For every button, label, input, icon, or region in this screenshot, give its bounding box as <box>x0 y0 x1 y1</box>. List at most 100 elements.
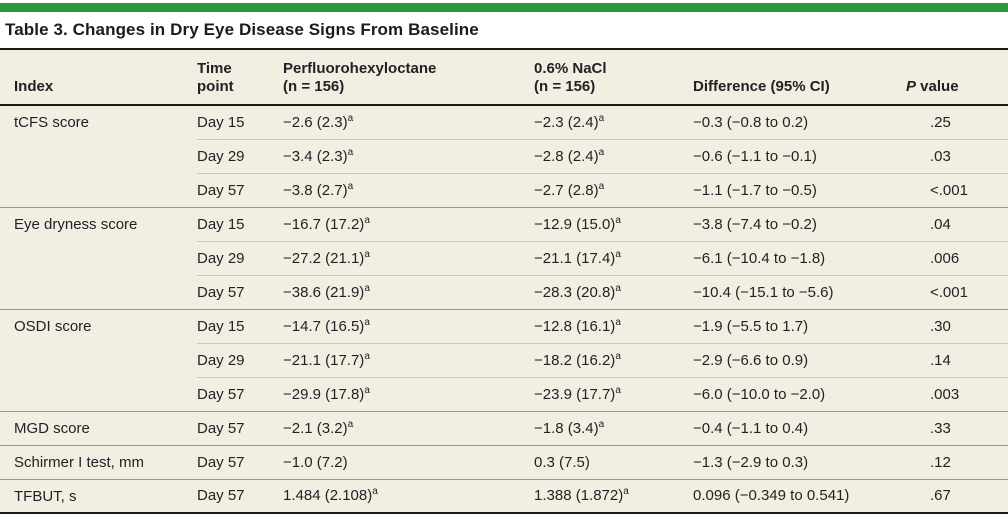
table-row: Schirmer I test, mm Day 57 −1.0 (7.2) 0.… <box>0 444 1008 479</box>
cell-difference: −1.9 (−5.5 to 1.7) <box>693 308 905 343</box>
table-row: Eye dryness score Day 15 −16.7 (17.2)a −… <box>0 206 1008 309</box>
cell-p-value: .04 <box>905 206 1008 241</box>
cell-p-value: .25 <box>905 104 1008 139</box>
cell-difference: −10.4 (−15.1 to −5.6) <box>693 274 905 309</box>
table-row: Day 29 −21.1 (17.7)a −18.2 (16.2)a −2.9 … <box>0 342 1008 377</box>
cell-pfho-value: −38.6 (21.9)a <box>283 274 534 309</box>
cell-difference: −0.3 (−0.8 to 0.2) <box>693 104 905 139</box>
footnote-marker: a <box>372 486 378 498</box>
table-row: Day 29 −27.2 (21.1)a −21.1 (17.4)a −6.1 … <box>0 240 1008 275</box>
footnote-marker: a <box>615 316 621 328</box>
cell-pfho-value: −14.7 (16.5)a <box>283 308 534 343</box>
cell-time-point: Day 57 <box>197 172 283 207</box>
cell-p-value: .12 <box>905 444 1008 479</box>
column-header-difference: Difference (95% CI) <box>693 49 905 106</box>
cell-time-point: Day 15 <box>197 308 283 343</box>
green-accent-bar <box>0 3 1008 12</box>
cell-p-value: .003 <box>905 376 1008 411</box>
table-title: Table 3. Changes in Dry Eye Disease Sign… <box>5 20 479 39</box>
cell-time-point: Day 15 <box>197 206 283 241</box>
column-header-time-point: Time point <box>197 49 283 106</box>
cell-nacl-value: −2.8 (2.4)a <box>534 138 693 173</box>
cell-p-value: .03 <box>905 138 1008 173</box>
column-header-perfluorohexyloctane: Perfluorohexyloctane (n = 156) <box>283 49 534 106</box>
footnote-marker: a <box>598 418 605 430</box>
cell-pfho-value: −2.6 (2.3)a <box>283 104 534 139</box>
cell-time-point: Day 29 <box>197 240 283 275</box>
cell-nacl-value: −12.9 (15.0)a <box>534 206 693 241</box>
p-value-rest: value <box>916 78 959 95</box>
cell-time-point: Day 15 <box>197 104 283 139</box>
data-table: Index Time point Perfluorohexyloctane (n… <box>0 48 1008 514</box>
footnote-marker: a <box>615 248 621 260</box>
table-row: tCFS score Day 15 −2.6 (2.3)a −2.3 (2.4)… <box>0 104 1008 207</box>
cell-index: OSDI score <box>0 308 197 411</box>
column-header-index: Index <box>0 49 197 106</box>
cell-nacl-value: −1.8 (3.4)a <box>534 410 693 445</box>
cell-nacl-value: −23.9 (17.7)a <box>534 376 693 411</box>
footnote-marker: a <box>598 146 605 158</box>
cell-time-point: Day 57 <box>197 410 283 445</box>
table-row: MGD score Day 57 −2.1 (3.2)a −1.8 (3.4)a… <box>0 410 1008 445</box>
footnote-marker: a <box>347 146 354 158</box>
cell-pfho-value: −16.7 (17.2)a <box>283 206 534 241</box>
cell-nacl-value: −2.7 (2.8)a <box>534 172 693 207</box>
column-header-p-value: P value <box>905 49 1008 106</box>
cell-p-value: .67 <box>905 478 1008 513</box>
cell-index: Schirmer I test, mm <box>0 444 197 479</box>
cell-p-value: .14 <box>905 342 1008 377</box>
footnote-marker: a <box>598 112 605 124</box>
footnote-marker: a <box>615 282 621 294</box>
cell-nacl-value: −18.2 (16.2)a <box>534 342 693 377</box>
cell-pfho-value: −21.1 (17.7)a <box>283 342 534 377</box>
cell-difference: −2.9 (−6.6 to 0.9) <box>693 342 905 377</box>
footnote-marker: a <box>615 384 621 396</box>
table-row: Day 57 −29.9 (17.8)a −23.9 (17.7)a −6.0 … <box>0 376 1008 411</box>
cell-difference: −6.1 (−10.4 to −1.8) <box>693 240 905 275</box>
cell-time-point: Day 29 <box>197 138 283 173</box>
footnote-marker: a <box>347 112 354 124</box>
cell-nacl-value: −28.3 (20.8)a <box>534 274 693 309</box>
cell-time-point: Day 57 <box>197 376 283 411</box>
cell-difference: −1.1 (−1.7 to −0.5) <box>693 172 905 207</box>
cell-nacl-value: −2.3 (2.4)a <box>534 104 693 139</box>
table-row: Day 29 −3.4 (2.3)a −2.8 (2.4)a −0.6 (−1.… <box>0 138 1008 173</box>
cell-nacl-value: 0.3 (7.5) <box>534 444 693 479</box>
cell-time-point: Day 29 <box>197 342 283 377</box>
footnote-marker: a <box>364 248 370 260</box>
column-header-nacl: 0.6% NaCl (n = 156) <box>534 49 693 106</box>
cell-p-value: .30 <box>905 308 1008 343</box>
header-row: Index Time point Perfluorohexyloctane (n… <box>0 49 1008 106</box>
cell-time-point: Day 57 <box>197 274 283 309</box>
cell-pfho-value: −2.1 (3.2)a <box>283 410 534 445</box>
cell-time-point: Day 57 <box>197 444 283 479</box>
table-row: TFBUT, s Day 57 1.484 (2.108)a 1.388 (1.… <box>0 478 1008 513</box>
footnote-marker: a <box>364 282 370 294</box>
cell-index: tCFS score <box>0 104 197 207</box>
cell-nacl-value: −12.8 (16.1)a <box>534 308 693 343</box>
cell-index: MGD score <box>0 410 197 445</box>
cell-pfho-value: −29.9 (17.8)a <box>283 376 534 411</box>
table-row: Day 57 −3.8 (2.7)a −2.7 (2.8)a −1.1 (−1.… <box>0 172 1008 207</box>
cell-index: TFBUT, s <box>0 478 197 513</box>
cell-difference: −0.4 (−1.1 to 0.4) <box>693 410 905 445</box>
footnote-marker: a <box>615 350 621 362</box>
cell-pfho-value: −3.4 (2.3)a <box>283 138 534 173</box>
table-row: OSDI score Day 15 −14.7 (16.5)a −12.8 (1… <box>0 308 1008 411</box>
cell-pfho-value: −1.0 (7.2) <box>283 444 534 479</box>
table-row: Day 57 −38.6 (21.9)a −28.3 (20.8)a −10.4… <box>0 274 1008 309</box>
cell-pfho-value: −27.2 (21.1)a <box>283 240 534 275</box>
cell-index: Eye dryness score <box>0 206 197 309</box>
footnote-marker: a <box>364 214 370 226</box>
footnote-marker: a <box>598 180 605 192</box>
cell-time-point: Day 57 <box>197 478 283 513</box>
footnote-marker: a <box>615 214 621 226</box>
cell-nacl-value: −21.1 (17.4)a <box>534 240 693 275</box>
p-value-italic: P <box>906 78 917 95</box>
cell-difference: 0.096 (−0.349 to 0.541) <box>693 478 905 513</box>
cell-nacl-value: 1.388 (1.872)a <box>534 478 693 513</box>
cell-difference: −6.0 (−10.0 to −2.0) <box>693 376 905 411</box>
cell-pfho-value: −3.8 (2.7)a <box>283 172 534 207</box>
footnote-marker: a <box>347 418 354 430</box>
